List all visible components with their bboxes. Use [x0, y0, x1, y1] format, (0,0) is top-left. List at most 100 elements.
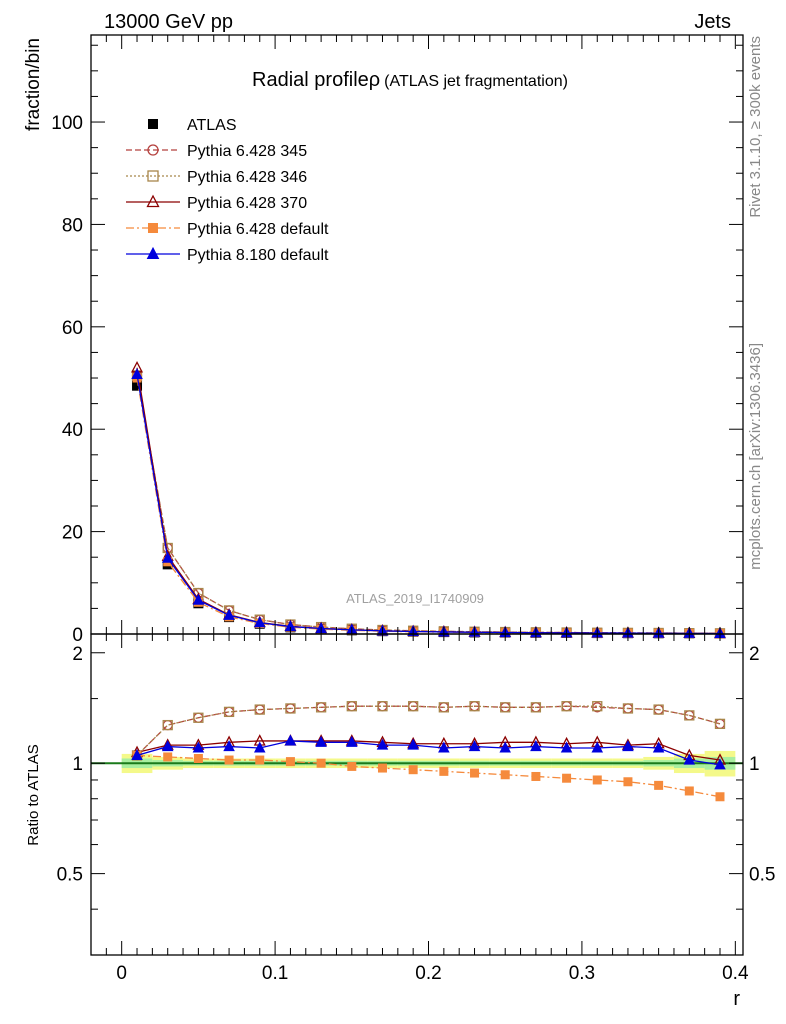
xtick-label: 0.3	[569, 963, 595, 984]
ratio-panel-frame	[90, 633, 744, 956]
header-right: Jets	[694, 11, 731, 33]
ratio-point-p8def	[652, 741, 665, 753]
ratio-point-p6def	[500, 770, 510, 780]
data-point-atlas	[132, 380, 143, 391]
ratio-point-p8def	[560, 741, 573, 753]
ratio-point-p6def	[531, 771, 541, 781]
data-point-p8def	[253, 616, 266, 628]
legend-label-p6def: Pythia 6.428 default	[187, 221, 329, 238]
ratio-point-p8def	[683, 753, 696, 765]
ratio-point-p346	[714, 718, 726, 730]
ratio-point-p346	[500, 702, 511, 713]
ratio-point-p6def	[654, 780, 664, 790]
data-point-p8def	[192, 593, 205, 605]
ratio-line-p346	[136, 705, 721, 756]
xtick-label: 0	[116, 963, 127, 984]
legend-entry-p8def: Pythia 8.180 default	[126, 246, 329, 264]
main-ytick-label: 40	[62, 420, 83, 441]
legend-entry-p370: Pythia 6.428 370	[126, 194, 307, 212]
ratio-series-p6def	[132, 750, 725, 802]
ratio-point-p346	[653, 704, 664, 715]
ratio-point-p8def	[223, 740, 235, 752]
ratio-point-p6def	[193, 753, 203, 763]
ratio-point-p8def	[499, 741, 511, 753]
data-point-p8def	[161, 551, 174, 563]
main-ytick-label: 0	[72, 625, 83, 646]
ratio-point-p6def	[255, 755, 265, 765]
ratio-point-p8def	[161, 740, 174, 752]
data-point-p8def	[223, 608, 235, 620]
ratio-point-p6def	[470, 768, 480, 778]
ratio-point-p346	[285, 703, 296, 714]
data-point-p8def	[131, 367, 143, 379]
watermark: ATLAS_2019_I1740909	[346, 591, 484, 606]
legend-label-p345: Pythia 6.428 345	[187, 143, 307, 160]
legend-marker-p370	[146, 194, 160, 208]
ratio-point-p346	[530, 702, 542, 713]
ratio-point-p346	[592, 701, 603, 712]
ratio-point-p8def	[438, 741, 450, 753]
ratio-point-p8def	[530, 740, 542, 752]
legend-marker-p345	[147, 144, 159, 156]
ratio-point-p6def	[562, 773, 572, 783]
ratio-point-p8def	[284, 734, 297, 746]
ratio-point-p8def	[376, 738, 389, 750]
ratio-ylabel: Ratio to ATLAS	[25, 744, 42, 845]
ratio-point-p346	[162, 719, 173, 731]
ratio-point-p346	[223, 706, 235, 718]
ratio-line-p8def	[136, 740, 721, 766]
main-ytick-label: 100	[51, 113, 83, 134]
legend-marker-p6def	[148, 223, 158, 233]
ratio-point-p346	[254, 704, 265, 715]
main-ylabel: fraction/bin	[23, 38, 44, 131]
ratio-point-p6def	[224, 755, 234, 765]
ratio-point-p6def	[316, 758, 326, 768]
ratio-point-p6def	[715, 792, 725, 802]
ratio-point-p6def	[592, 775, 602, 785]
legend: ATLAS Pythia 6.428 345 Pythia 6.428 346 Pyt…	[126, 117, 329, 264]
ratio-series-p8def	[131, 734, 726, 770]
ratio-point-p346	[408, 701, 419, 712]
ratio-ytick-label-left: 0.5	[57, 865, 83, 886]
ratio-series-p346	[131, 701, 726, 761]
legend-entry-p6def: Pythia 6.428 default	[126, 221, 329, 238]
ratio-point-p346	[622, 703, 634, 714]
ratio-point-p346	[315, 702, 327, 713]
ratio-point-p346	[346, 701, 357, 712]
xtick-label: 0.4	[722, 963, 749, 984]
ratio-point-p6def	[439, 766, 449, 776]
ratio-line-p6def	[136, 754, 721, 798]
header-left: 13000 GeV pp	[104, 11, 233, 33]
legend-marker-p346	[147, 170, 159, 182]
x-axis-label: r	[733, 988, 740, 1010]
ratio-point-p6def	[285, 757, 295, 767]
legend-label-p8def: Pythia 8.180 default	[187, 247, 329, 264]
ratio-point-p8def	[131, 748, 143, 760]
ratio-ytick-label-left: 2	[72, 644, 83, 665]
ratio-point-p346	[684, 710, 695, 721]
legend-entry-p345: Pythia 6.428 345	[126, 143, 307, 160]
legend-label-p370: Pythia 6.428 370	[187, 195, 307, 212]
main-ytick-label: 80	[62, 215, 83, 236]
ratio-point-p8def	[192, 741, 205, 753]
legend-label-atlas: ATLAS	[187, 117, 237, 134]
ratio-point-p6def	[377, 763, 387, 773]
chart-subtitle: (ATLAS jet fragmentation)	[384, 73, 568, 90]
ratio-point-p346	[377, 701, 388, 712]
xtick-label: 0.1	[262, 963, 288, 984]
main-ytick-label: 20	[62, 523, 83, 544]
legend-marker-p8def	[146, 246, 160, 259]
chart-title-symbol: ρ	[369, 69, 380, 91]
ratio-point-p8def	[591, 741, 604, 753]
ratio-ytick-label-right: 1	[749, 754, 760, 775]
ratio-series-p345	[131, 701, 726, 761]
ratio-point-p6def	[347, 761, 357, 771]
side-label-top: Rivet 3.1.10, ≥ 300k events	[747, 36, 764, 218]
ratio-point-p8def	[315, 735, 327, 747]
ratio-point-p8def	[346, 735, 358, 747]
ratio-point-p346	[561, 701, 572, 712]
ratio-point-p346	[469, 701, 480, 712]
ratio-point-p346	[193, 712, 204, 723]
